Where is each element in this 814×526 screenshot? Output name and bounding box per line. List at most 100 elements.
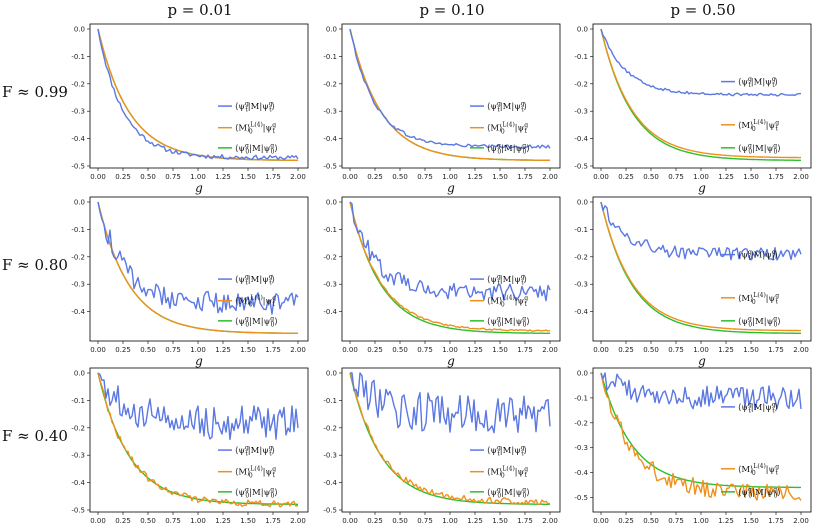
legend-label-tomo: ⟨ψg t|M|ψg t⟩ bbox=[738, 76, 778, 89]
x-tick-label: 1.75 bbox=[517, 173, 533, 181]
y-tick-label: -0.3 bbox=[323, 281, 337, 289]
x-tick-label: 1.50 bbox=[743, 173, 759, 181]
series-line-tomo bbox=[97, 28, 299, 161]
x-tick-label: 0.75 bbox=[165, 517, 181, 525]
x-tick-label: 1.75 bbox=[517, 517, 533, 525]
y-tick-label: -0.3 bbox=[323, 108, 337, 116]
x-tick-label: 1.75 bbox=[265, 173, 281, 181]
series-line-tomo bbox=[97, 372, 299, 441]
y-tick-label: 0.0 bbox=[74, 370, 85, 378]
x-tick-label: 1.50 bbox=[492, 346, 508, 354]
x-tick-label: 1.00 bbox=[442, 517, 458, 525]
x-tick-label: 0.50 bbox=[643, 517, 659, 525]
legend-label-mitig: ⟨M⟩L(4) 0 |ψg t bbox=[235, 122, 276, 136]
chart-panel-r1-c0: 0.00 0.25 0.50 0.75 1.00 1.25 1.50 1.75 2.00 0.0 -… bbox=[71, 196, 309, 368]
x-tick-label: 0.25 bbox=[367, 173, 383, 181]
y-tick-label: 0.0 bbox=[326, 199, 337, 207]
legend-label-tomo: ⟨ψg t|M|ψg t⟩ bbox=[235, 101, 275, 114]
x-tick-label: 2.00 bbox=[542, 517, 558, 525]
x-tick-label: 0.50 bbox=[392, 346, 408, 354]
series-line-tomo bbox=[349, 201, 551, 302]
y-tick-label: -0.3 bbox=[574, 444, 588, 452]
x-tick-label: 1.00 bbox=[693, 173, 709, 181]
x-tick-label: 0.25 bbox=[367, 517, 383, 525]
x-tick-label: 0.00 bbox=[593, 346, 609, 354]
row-label-0: F ≈ 0.99 bbox=[2, 83, 68, 101]
y-tick-label: -0.3 bbox=[574, 108, 588, 116]
y-tick-label: -0.2 bbox=[71, 80, 85, 88]
series-line-mitig bbox=[600, 372, 802, 501]
x-tick-label: 2.00 bbox=[793, 173, 809, 181]
x-tick-label: 0.25 bbox=[115, 517, 131, 525]
chart-panel-r2-c1: 0.00 0.25 0.50 0.75 1.00 1.25 1.50 1.75 2.00 0.0 -… bbox=[323, 367, 561, 526]
axes-frame bbox=[592, 196, 812, 342]
x-tick-label: 1.25 bbox=[467, 173, 483, 181]
x-tick-label: 0.50 bbox=[140, 517, 156, 525]
legend-label-tomo: ⟨ψg t|M|ψg t⟩ bbox=[738, 401, 778, 414]
x-tick-label: 1.25 bbox=[215, 173, 231, 181]
x-tick-label: 0.75 bbox=[165, 173, 181, 181]
x-tick-label: 0.50 bbox=[392, 517, 408, 525]
x-tick-label: 1.00 bbox=[190, 517, 206, 525]
y-tick-label: -0.1 bbox=[71, 53, 85, 61]
x-tick-label: 1.75 bbox=[517, 346, 533, 354]
series-line-mitig bbox=[349, 372, 551, 506]
column-title-1: p = 0.10 bbox=[419, 1, 484, 19]
x-tick-label: 1.25 bbox=[467, 346, 483, 354]
series-line-tomo bbox=[349, 28, 551, 150]
y-tick-label: -0.3 bbox=[71, 108, 85, 116]
chart-panel-r1-c1: 0.00 0.25 0.50 0.75 1.00 1.25 1.50 1.75 2.00 0.0 -… bbox=[323, 196, 561, 368]
x-tick-label: 0.50 bbox=[392, 173, 408, 181]
legend-label-mitig: ⟨M⟩L(4) 0 |ψg t bbox=[738, 119, 779, 133]
y-tick-label: -0.2 bbox=[574, 419, 588, 427]
y-tick-label: 0.0 bbox=[577, 370, 588, 378]
x-tick-label: 0.00 bbox=[593, 517, 609, 525]
x-tick-label: 0.00 bbox=[90, 517, 106, 525]
legend-label-exact: ⟨ψg 0|M|ψg 0⟩ bbox=[235, 486, 278, 499]
y-tick-label: -0.2 bbox=[71, 424, 85, 432]
x-tick-label: 1.50 bbox=[240, 173, 256, 181]
x-tick-label: 2.00 bbox=[290, 173, 306, 181]
series-line-tomo bbox=[600, 28, 802, 97]
y-tick-label: -0.2 bbox=[574, 80, 588, 88]
y-tick-label: -0.5 bbox=[323, 507, 337, 515]
x-tick-label: 0.75 bbox=[417, 346, 433, 354]
y-tick-label: -0.4 bbox=[323, 479, 337, 487]
y-tick-label: -0.4 bbox=[323, 135, 337, 143]
y-tick-label: -0.5 bbox=[71, 163, 85, 171]
legend-label-exact: ⟨ψg 0|M|ψg 0⟩ bbox=[738, 315, 781, 328]
x-tick-label: 0.75 bbox=[668, 517, 684, 525]
x-tick-label: 2.00 bbox=[542, 346, 558, 354]
y-tick-label: -0.2 bbox=[71, 253, 85, 261]
y-tick-label: 0.0 bbox=[577, 26, 588, 34]
chart-panel-r1-c2: 0.00 0.25 0.50 0.75 1.00 1.25 1.50 1.75 2.00 0.0 -… bbox=[574, 196, 812, 368]
legend-label-tomo: ⟨ψg t|M|ψg t⟩ bbox=[487, 274, 527, 287]
y-tick-label: 0.0 bbox=[326, 26, 337, 34]
y-tick-label: -0.3 bbox=[323, 452, 337, 460]
x-tick-label: 0.25 bbox=[618, 517, 634, 525]
x-tick-label: 1.00 bbox=[442, 346, 458, 354]
row-label-2: F ≈ 0.40 bbox=[2, 427, 68, 445]
x-tick-label: 1.50 bbox=[743, 517, 759, 525]
series-line-exact bbox=[600, 28, 801, 162]
y-tick-label: 0.0 bbox=[74, 199, 85, 207]
x-tick-label: 0.25 bbox=[618, 173, 634, 181]
x-tick-label: 1.75 bbox=[265, 346, 281, 354]
x-tick-label: 1.00 bbox=[190, 346, 206, 354]
x-tick-label: 1.25 bbox=[215, 517, 231, 525]
x-tick-label: 1.25 bbox=[718, 517, 734, 525]
y-tick-label: -0.5 bbox=[323, 163, 337, 171]
series-line-exact bbox=[97, 372, 298, 505]
y-tick-label: 0.0 bbox=[74, 26, 85, 34]
x-axis-label: g bbox=[447, 181, 455, 195]
axes-frame bbox=[89, 196, 309, 342]
legend-label-tomo: ⟨ψg t|M|ψg t⟩ bbox=[738, 249, 778, 262]
chart-panel-r0-c2: 0.00 0.25 0.50 0.75 1.00 1.25 1.50 1.75 2.00 0.0 -… bbox=[574, 23, 812, 195]
series-line-tomo bbox=[97, 201, 299, 315]
x-tick-label: 1.25 bbox=[467, 517, 483, 525]
x-tick-label: 1.00 bbox=[442, 173, 458, 181]
y-tick-label: -0.4 bbox=[71, 135, 85, 143]
x-tick-label: 0.00 bbox=[342, 517, 358, 525]
chart-panel-r0-c0: 0.00 0.25 0.50 0.75 1.00 1.25 1.50 1.75 2.00 0.0 -… bbox=[71, 23, 309, 195]
x-tick-label: 1.50 bbox=[492, 173, 508, 181]
